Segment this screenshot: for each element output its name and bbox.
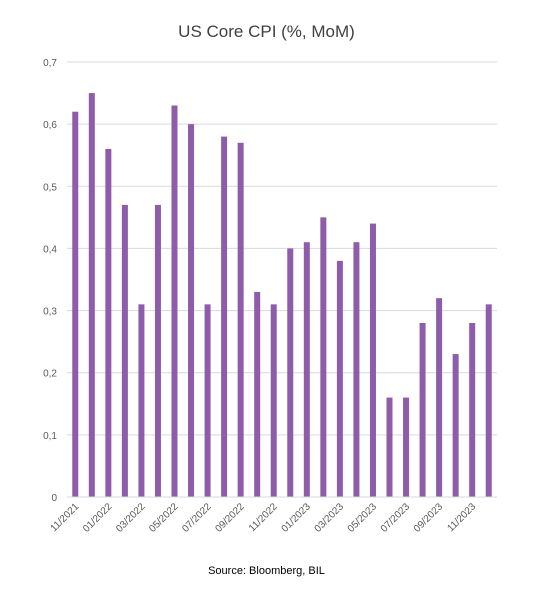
x-tick-label: 01/2022 (81, 501, 115, 535)
x-tick-label: 09/2022 (213, 501, 247, 535)
bar-04-2023 (353, 242, 360, 497)
y-tick-label: 0,6 (43, 120, 57, 131)
bar-11-2021 (72, 111, 79, 497)
y-tick-label: 0,1 (43, 431, 57, 442)
x-tick-label: 03/2023 (313, 501, 347, 535)
bar-09-2022 (237, 142, 244, 498)
bar-05-2023 (369, 223, 376, 498)
bar-08-2022 (221, 136, 228, 498)
x-tick-label: 05/2023 (346, 501, 380, 535)
y-tick-label: 0,4 (43, 244, 57, 255)
source-note: Source: Bloomberg, BIL (208, 565, 325, 577)
grid-lines (67, 61, 497, 436)
bar-05-2022 (171, 105, 178, 497)
x-tick-label: 11/2023 (445, 501, 478, 534)
bar-12-2022 (287, 248, 294, 497)
chart-title: US Core CPI (%, MoM) (178, 22, 355, 41)
bar-04-2022 (154, 204, 161, 497)
bar-12-2023 (485, 304, 492, 497)
bar-11-2023 (469, 323, 476, 497)
x-tick-label: 03/2022 (114, 501, 148, 535)
bar-09-2023 (436, 298, 443, 497)
x-tick-label: 09/2023 (412, 501, 446, 535)
y-tick-label: 0,2 (43, 369, 57, 380)
bar-10-2022 (254, 291, 261, 497)
bar-10-2023 (452, 354, 459, 497)
x-tick-label: 11/2021 (49, 501, 82, 534)
bar-06-2022 (188, 124, 195, 498)
x-tick-label: 07/2023 (379, 501, 413, 535)
bar-01-2022 (105, 149, 112, 497)
y-tick-label: 0,3 (43, 307, 57, 318)
bar-01-2023 (303, 242, 310, 497)
bar-11-2022 (270, 304, 277, 497)
y-axis-ticks: 0 0,1 0,2 0,3 0,4 0,5 0,6 0,7 (43, 58, 57, 504)
y-tick-label: 0 (51, 493, 57, 504)
bar-12-2021 (88, 93, 95, 498)
bar-02-2023 (320, 217, 327, 497)
x-tick-label: 11/2022 (247, 501, 280, 534)
y-tick-label: 0,7 (43, 58, 57, 69)
x-axis-ticks: 11/2021 01/2022 03/2022 05/2022 07/2022 09/20… (49, 501, 479, 535)
bar-06-2023 (386, 397, 393, 497)
bar-03-2023 (336, 260, 343, 497)
bar-03-2022 (138, 304, 145, 497)
x-tick-label: 07/2022 (180, 501, 214, 535)
bars (72, 93, 492, 498)
x-tick-label: 05/2022 (147, 501, 181, 535)
bar-07-2022 (204, 304, 211, 497)
y-tick-label: 0,5 (43, 182, 57, 193)
bar-07-2023 (403, 397, 410, 497)
bar-08-2023 (419, 323, 426, 497)
x-tick-label: 01/2023 (280, 501, 314, 535)
bar-02-2022 (121, 204, 128, 497)
